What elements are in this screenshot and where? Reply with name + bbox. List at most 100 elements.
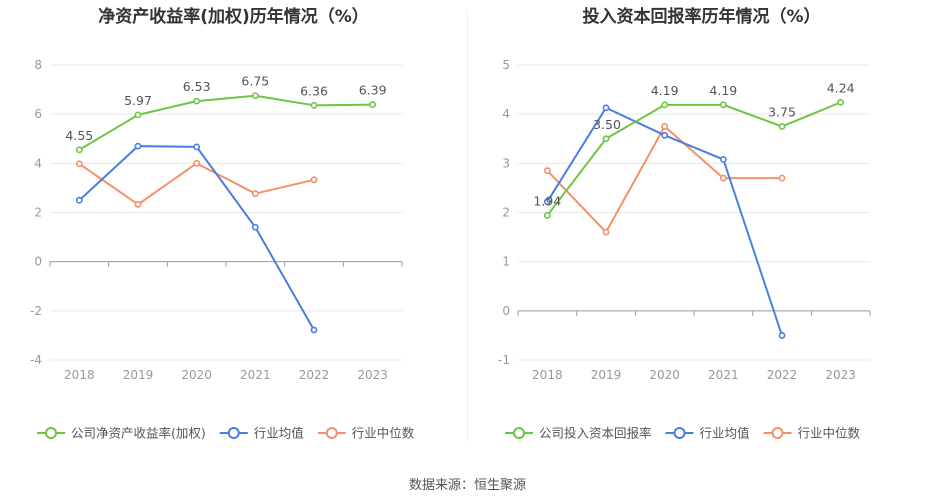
series-line (78, 94, 373, 151)
y-tick-label: -4 (30, 353, 42, 367)
data-point (837, 98, 845, 106)
legend-item: 行业中位数 (763, 426, 861, 441)
data-label: 4.55 (65, 128, 93, 143)
data-label: 4.24 (827, 80, 855, 95)
x-tick-label: 2022 (767, 368, 798, 382)
legend-marker (45, 427, 57, 439)
data-point (778, 332, 786, 339)
data-point (134, 111, 142, 119)
series-line (78, 162, 315, 206)
legend-marker (771, 427, 784, 439)
data-point (251, 190, 259, 197)
x-tick-label: 2021 (708, 368, 739, 382)
legend-item: 行业均值 (219, 426, 304, 441)
y-tick-label: -1 (498, 353, 510, 367)
data-label: 3.50 (593, 117, 621, 132)
roe-chart-panel: 净资产收益率(加权)历年情况（%） -4 -2 0 2 4 6 8 2018 2019 2020 2… (0, 0, 467, 450)
legend-item: 行业中位数 (317, 426, 415, 441)
roe-chart: -4 -2 0 2 4 6 8 2018 2019 2020 2021 2022 2023 4.55 5.9… (30, 58, 415, 441)
y-tick-label: -2 (30, 304, 42, 318)
data-point (193, 143, 201, 151)
legend-label: 公司净资产收益率(加权) (71, 426, 206, 441)
data-point (602, 228, 610, 236)
data-label: 6.36 (300, 83, 328, 98)
data-point (719, 101, 727, 109)
series-line (546, 101, 842, 217)
y-tick-label: 2 (502, 206, 510, 220)
data-point (543, 167, 551, 175)
data-point (719, 174, 727, 182)
data-point (310, 101, 318, 109)
roic-chart-panel: 投入资本回报率历年情况（%） -1 0 1 2 3 4 5 2018 2019 2020 2021 2… (468, 0, 935, 450)
data-label: 5.97 (124, 93, 152, 108)
data-point (719, 155, 727, 163)
series-line (546, 125, 782, 234)
data-point (602, 135, 610, 143)
data-point (661, 101, 669, 109)
legend-item: 公司投入资本回报率 (505, 426, 652, 441)
data-point (602, 104, 610, 112)
y-tick-label: 4 (34, 156, 42, 170)
y-tick-label: 0 (34, 255, 42, 269)
roe-chart-title: 净资产收益率(加权)历年情况（%） (98, 7, 369, 27)
legend-marker (325, 427, 338, 439)
data-point (75, 160, 83, 168)
data-point (543, 198, 551, 206)
legend-label: 行业均值 (254, 426, 304, 441)
roic-chart-title: 投入资本回报率历年情况（%） (582, 7, 821, 27)
panel-divider (467, 10, 468, 442)
y-tick-label: 8 (34, 58, 42, 72)
y-tick-label: 2 (34, 206, 42, 220)
data-source-note: 数据来源：恒生聚源 (408, 478, 526, 493)
x-tick-label: 2020 (649, 368, 680, 382)
data-point (778, 174, 786, 182)
data-point (310, 176, 318, 184)
x-tick-label: 2022 (299, 368, 330, 382)
x-tick-label: 2019 (123, 368, 154, 382)
legend-label: 行业中位数 (352, 426, 415, 441)
series-line (78, 145, 315, 331)
legend-item: 公司净资产收益率(加权) (37, 426, 206, 441)
x-tick-label: 2021 (240, 368, 271, 382)
legend-item: 行业均值 (665, 426, 750, 441)
data-point (778, 123, 786, 130)
roic-chart: -1 0 1 2 3 4 5 2018 2019 2020 2021 2022 2023 1.94 3.50… (498, 58, 871, 441)
x-tick-label: 2018 (532, 368, 563, 382)
data-point (75, 146, 83, 154)
data-point (75, 196, 83, 204)
data-point (369, 101, 377, 108)
data-label: 4.19 (651, 83, 679, 98)
data-point (251, 92, 259, 100)
series-line (546, 106, 783, 336)
y-tick-label: 5 (502, 58, 510, 72)
x-tick-label: 2020 (181, 368, 212, 382)
x-tick-label: 2023 (825, 368, 856, 382)
legend-label: 公司投入资本回报率 (539, 426, 652, 441)
x-tick-label: 2018 (64, 368, 95, 382)
legend-marker (513, 427, 525, 439)
legend-marker (227, 427, 240, 439)
data-label: 1.94 (533, 193, 561, 208)
data-point (661, 131, 669, 139)
data-point (193, 159, 201, 167)
legend-label: 行业中位数 (798, 426, 861, 441)
legend-label: 行业均值 (700, 426, 750, 441)
y-tick-label: 1 (502, 255, 510, 269)
data-point (310, 326, 318, 334)
data-point (251, 223, 259, 231)
data-label: 6.75 (241, 74, 269, 89)
y-tick-label: 6 (34, 107, 42, 121)
data-point (134, 200, 142, 208)
x-tick-label: 2023 (357, 368, 388, 382)
data-point (661, 123, 669, 130)
y-tick-label: 4 (502, 107, 510, 121)
data-point (193, 97, 201, 105)
y-tick-label: 3 (502, 156, 510, 170)
x-tick-label: 2019 (591, 368, 622, 382)
data-point (543, 212, 551, 219)
data-point (134, 142, 142, 150)
y-tick-label: 0 (502, 304, 510, 318)
data-label: 6.39 (359, 83, 387, 98)
legend-marker (673, 427, 686, 439)
data-label: 6.53 (183, 79, 211, 94)
